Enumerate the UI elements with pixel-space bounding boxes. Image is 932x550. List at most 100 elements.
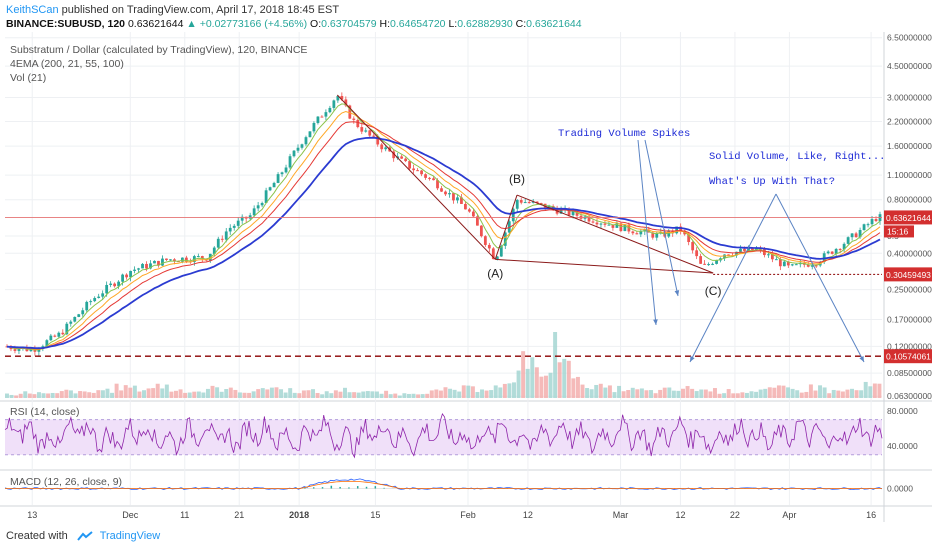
volume-bar [242, 392, 247, 398]
candle-body [161, 258, 164, 266]
candle-body [380, 144, 384, 150]
volume-bar [708, 391, 713, 398]
candle-body [452, 193, 455, 201]
macd-histogram-bar [356, 486, 359, 489]
volume-bar [649, 390, 654, 398]
candle-body [165, 258, 168, 260]
last-price: 0.63621644 [127, 18, 184, 30]
candle-body [173, 259, 176, 262]
candle-body [651, 232, 655, 238]
x-tick-label: 22 [730, 510, 740, 520]
candle-body [384, 147, 388, 150]
volume-bar [617, 385, 622, 398]
candle-body [57, 332, 61, 337]
candle-body [212, 247, 216, 254]
volume-bar [87, 392, 92, 398]
candle-body [364, 130, 368, 132]
candle-body [236, 220, 240, 226]
volume-bar [306, 390, 311, 398]
volume-bar [379, 393, 384, 398]
y-tick-label: 0.08500000 [887, 368, 932, 378]
candle-body [93, 297, 97, 302]
volume-bar [32, 394, 37, 398]
candle-body [169, 259, 172, 261]
volume-bar [548, 372, 553, 398]
candle-body [786, 261, 790, 266]
volume-bar [68, 390, 73, 398]
candle-body [252, 208, 256, 216]
volume-bar [795, 390, 800, 398]
volume-bar [612, 392, 617, 398]
tradingview-brand[interactable]: TradingView [99, 530, 161, 542]
candle-body [400, 156, 404, 159]
candle-body [655, 233, 659, 238]
y-tick-label: 0.80000000 [887, 195, 932, 205]
candle-body [759, 248, 762, 250]
candle-body [782, 261, 786, 267]
volume-bar [18, 393, 23, 398]
candle-body [723, 254, 726, 259]
candle-body [810, 265, 814, 267]
volume-bar [110, 392, 115, 398]
volume-bar [215, 387, 220, 398]
volume-bar [315, 392, 320, 398]
volume-bar [818, 385, 823, 398]
candle-body [81, 310, 85, 315]
volume-bar [566, 360, 571, 398]
candle-body [567, 208, 571, 216]
ema-55-line [6, 110, 881, 350]
candle-body [866, 224, 870, 226]
tradingview-logo-icon [77, 531, 93, 541]
candle-body [200, 256, 204, 259]
candle-body [121, 274, 124, 282]
volume-bar [868, 386, 873, 398]
candle-body [456, 197, 459, 201]
volume-bar [676, 390, 681, 398]
up-triangle-icon: ▲ [186, 18, 197, 30]
volume-bar [859, 390, 864, 398]
volume-bar [224, 389, 229, 398]
symbol-label: BINANCE:SUBUSD, 120 [6, 18, 126, 30]
arrow-volume-1 [637, 139, 657, 326]
candle-body [85, 301, 89, 311]
candle-body [284, 167, 288, 173]
candle-body [874, 219, 878, 222]
candle-body [846, 237, 850, 244]
publish-info: published on TradingView.com, April 17, … [61, 4, 340, 16]
volume-bar [534, 367, 539, 398]
candle-body [483, 236, 487, 245]
candle-body [635, 233, 639, 235]
volume-bar [237, 392, 242, 398]
volume-bar [480, 389, 485, 398]
macd-histogram-bar [339, 486, 341, 489]
volume-bar [160, 388, 165, 398]
volume-bar [119, 390, 124, 398]
volume-bar [827, 393, 832, 398]
candle-body [507, 221, 511, 233]
candle-body [587, 216, 591, 222]
volume-bar [635, 389, 640, 398]
candle-body [61, 332, 65, 335]
y-tick-label: 0.12000000 [887, 341, 932, 351]
y-tick-label: 0.40000000 [887, 248, 932, 258]
volume-bar [740, 392, 745, 398]
candle-body [472, 211, 475, 217]
x-tick-label: 16 [866, 510, 876, 520]
volume-bar [804, 391, 809, 398]
ema-legend: 4EMA (200, 21, 55, 100) [10, 58, 124, 70]
candle-body [352, 118, 356, 120]
candle-body [854, 233, 858, 238]
footer: Created with TradingView [6, 530, 160, 542]
volume-bar [562, 358, 567, 398]
candle-body [707, 264, 710, 266]
candle-body [145, 263, 148, 269]
volume-bar [461, 385, 466, 398]
volume-bar [260, 388, 265, 398]
candle-body [320, 116, 324, 118]
y-tick-label: 0.17000000 [887, 314, 932, 324]
candle-body [348, 105, 352, 119]
author-name[interactable]: KeithSCan [6, 4, 59, 16]
candle-body [639, 231, 643, 235]
candle-body [503, 232, 507, 246]
